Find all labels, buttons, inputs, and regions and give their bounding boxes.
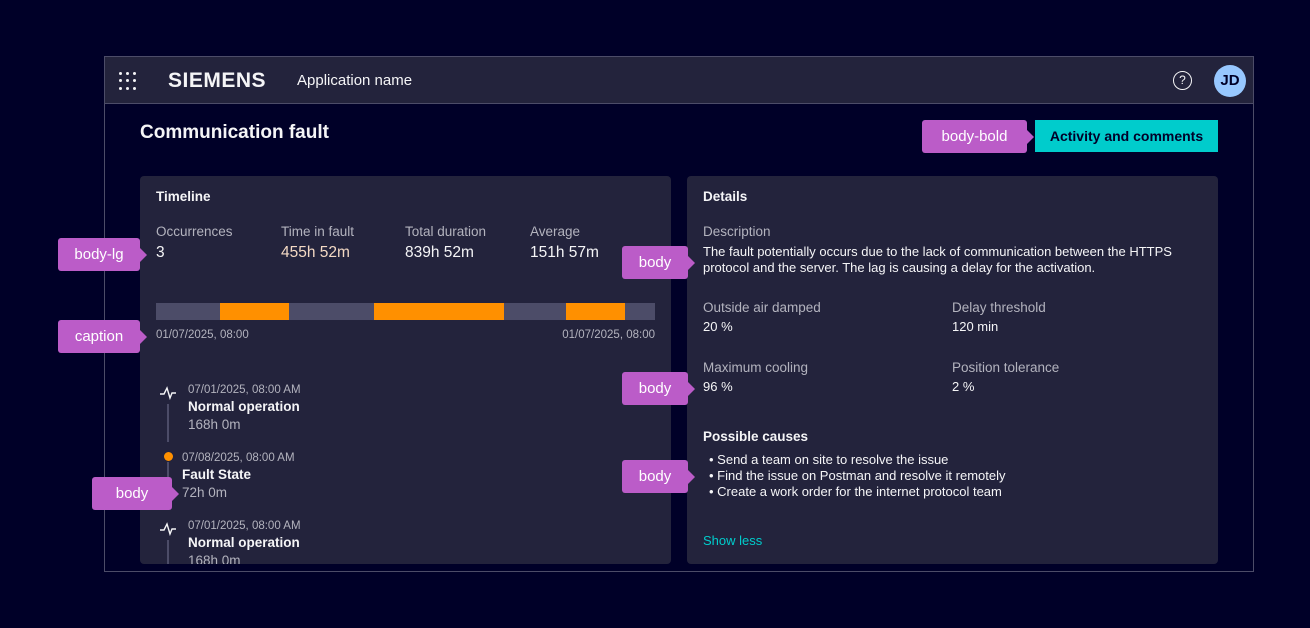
bar-segment-normal [156,303,220,320]
causes-title: Possible causes [703,429,809,444]
end-caption: 01/07/2025, 08:00 [562,329,655,341]
field: Maximum cooling 96 % [703,360,808,395]
event-date: 07/08/2025, 08:00 AM [182,452,295,464]
bar-segment-fault [219,303,289,320]
description-label: Description [703,224,771,239]
bar-segment-normal [503,303,566,320]
bar-segment-normal [624,303,655,320]
field-label: Delay threshold [952,300,1046,315]
show-less-link[interactable]: Show less [703,533,763,548]
field-value: 2 % [952,379,975,394]
app-launcher-icon[interactable] [119,72,137,90]
stat-label: Average [530,224,581,239]
timeline-event[interactable]: 07/08/2025, 08:00 AM Fault State 72h 0m [182,452,295,500]
field: Delay threshold 120 min [952,300,1046,335]
page-title: Communication fault [140,122,329,143]
timeline-event[interactable]: 07/01/2025, 08:00 AM Normal operation 168h… [188,520,301,564]
timeline-card: Timeline Occurrences 3 Time in fault 455h … [140,176,671,564]
stat-value: 839h 52m [405,244,474,261]
event-duration: 72h 0m [182,485,228,500]
bar-segment-fault [373,303,504,320]
field-label: Position tolerance [952,360,1060,375]
start-caption: 01/07/2025, 08:00 [156,329,249,341]
stat-time-in-fault: Time in fault 455h 52m [281,224,354,262]
field-label: Maximum cooling [703,360,809,375]
annotation-tag: body-bold [922,120,1034,153]
pulse-icon [160,522,176,536]
annotation-tag: body [92,477,179,510]
event-date: 07/01/2025, 08:00 AM [188,384,301,396]
details-title: Details [703,189,748,204]
timeline-title: Timeline [156,189,211,204]
field-value: 96 % [703,379,733,394]
stat-label: Time in fault [281,224,355,239]
details-card: Details Description The fault potentiall… [687,176,1218,564]
description-text: The fault potentially occurs due to the … [703,244,1172,275]
field-value: 120 min [952,319,999,334]
stat-label: Total duration [405,224,487,239]
field: Position tolerance 2 % [952,360,1059,395]
timeline-event[interactable]: 07/01/2025, 08:00 AM Normal operation 168h… [188,384,301,432]
event-name: Normal operation [188,399,300,414]
field: Outside air damped 20 % [703,300,821,335]
orange-dot-icon [164,452,173,461]
fault-timeline-bar [156,303,655,320]
stat-occurrences: Occurrences 3 [156,224,233,262]
app-name: Application name [297,72,413,89]
cause-item: Send a team on site to resolve the issue [709,452,1005,468]
event-name: Normal operation [188,535,300,550]
stat-total-duration: Total duration 839h 52m [405,224,486,262]
event-name: Fault State [182,467,252,482]
bar-segment-fault [565,303,625,320]
stat-label: Occurrences [156,224,233,239]
stat-value: 3 [156,244,165,261]
pulse-icon [160,386,176,400]
bar-segment-normal [288,303,374,320]
field-label: Outside air damped [703,300,821,315]
activity-comments-button[interactable]: Activity and comments [1035,120,1218,152]
app-header: SIEMENS Application name ? JD [105,57,1253,104]
event-duration: 168h 0m [188,553,241,564]
event-duration: 168h 0m [188,417,241,432]
timeline-connector [167,404,169,442]
causes-list: Send a team on site to resolve the issue… [709,452,1005,500]
field-value: 20 % [703,319,733,334]
annotation-tag: caption [58,320,147,353]
annotation-tag: body [622,460,695,493]
annotation-tag: body [622,372,695,405]
siemens-logo: SIEMENS [168,69,267,92]
stat-value: 151h 57m [530,244,599,261]
event-date: 07/01/2025, 08:00 AM [188,520,301,532]
stat-value: 455h 52m [281,244,350,261]
avatar[interactable]: JD [1214,65,1246,97]
cause-item: Create a work order for the internet pro… [709,484,1005,500]
help-icon[interactable]: ? [1173,71,1192,90]
stat-average: Average 151h 57m [530,224,599,262]
annotation-tag: body-lg [58,238,147,271]
timeline-connector [167,540,169,564]
cause-item: Find the issue on Postman and resolve it… [709,468,1005,484]
annotation-tag: body [622,246,695,279]
app-window: SIEMENS Application name ? JD Communicat… [104,56,1254,572]
